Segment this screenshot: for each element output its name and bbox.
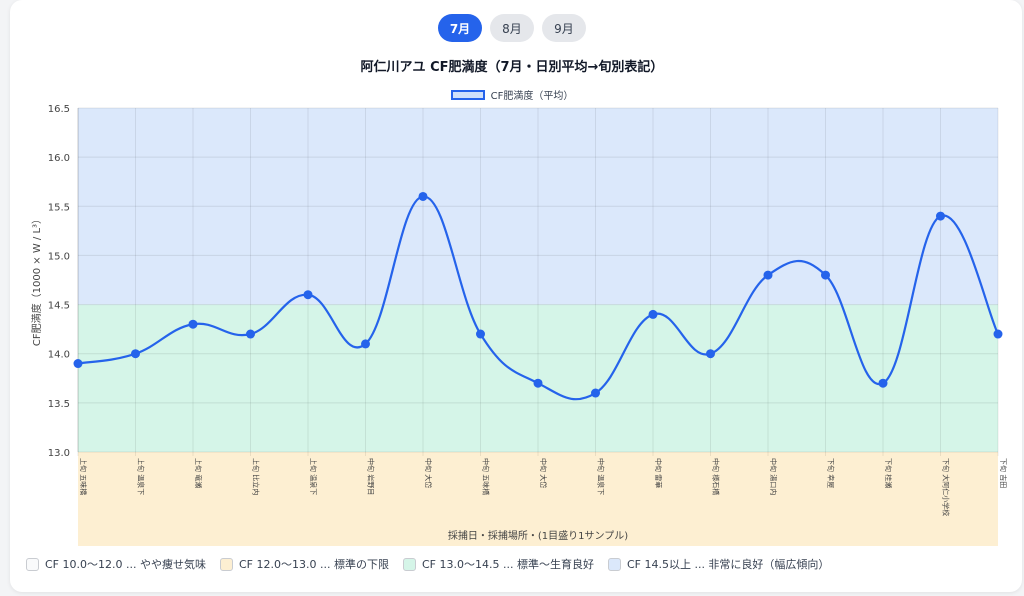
x-tick-label: 中旬 様石橋 xyxy=(712,458,721,495)
data-point[interactable] xyxy=(936,211,945,221)
data-point[interactable] xyxy=(188,319,198,329)
data-point[interactable] xyxy=(533,378,543,388)
series-swatch xyxy=(450,89,485,100)
data-point[interactable] xyxy=(706,349,715,359)
x-tick-label: 中旬 岩野目 xyxy=(367,458,376,495)
x-tick-label: 中旬 温泉下 xyxy=(597,458,606,495)
y-tick-label: 16.5 xyxy=(48,104,70,115)
y-tick-label: 15.0 xyxy=(48,251,70,262)
data-point[interactable] xyxy=(73,359,83,369)
series-legend-label: CF肥満度（平均） xyxy=(490,91,574,102)
band-label-lean: CF 10.0〜12.0 ... やや痩せ気味 xyxy=(45,558,206,571)
x-tick-label: 下旬 大阿仁小学校 xyxy=(942,458,951,516)
x-tick-label: 中旬 大岱 xyxy=(539,458,548,488)
month-tabs: 7月 8月 9月 xyxy=(0,14,1024,42)
band-excellent xyxy=(78,108,998,305)
band-legend-item-excellent: CF 14.5以上 ... 非常に良好（幅広傾向） xyxy=(607,556,830,572)
band-swatch-excellent xyxy=(607,557,621,571)
band-legend-item-good: CF 13.0〜14.5 ... 標準〜生育良好 xyxy=(402,556,594,572)
band-label-lower: CF 12.0〜13.0 ... 標準の下限 xyxy=(238,558,389,571)
tab-september[interactable]: 9月 xyxy=(542,14,586,42)
x-tick-label: 上旬 温泉下 xyxy=(137,458,146,495)
y-tick-label: 15.5 xyxy=(48,202,70,213)
x-tick-label: 中旬 五味橋 xyxy=(482,458,491,495)
band-good xyxy=(78,304,998,452)
x-tick-label: 中旬 湯口内 xyxy=(769,458,778,495)
data-point[interactable] xyxy=(878,378,888,388)
band-legend: CF 10.0〜12.0 ... やや痩せ気味 CF 12.0〜13.0 ...… xyxy=(26,556,829,572)
x-axis-title: 採捕日・採捕場所・(1目盛り1サンプル) xyxy=(448,529,628,542)
y-tick-label: 14.0 xyxy=(48,350,70,361)
band-swatch-lower xyxy=(219,557,233,571)
band-label-excellent: CF 14.5以上 ... 非常に良好（幅広傾向） xyxy=(626,558,830,571)
data-point[interactable] xyxy=(821,270,830,280)
data-point[interactable] xyxy=(591,388,600,398)
data-point[interactable] xyxy=(303,290,313,300)
x-tick-label: 下旬 幸屋 xyxy=(827,458,836,488)
data-point[interactable] xyxy=(418,191,428,201)
data-point[interactable] xyxy=(993,329,1003,339)
x-tick-label: 上旬 五味橋 xyxy=(79,458,88,495)
y-axis-title: CF肥満度（1000 × W / L³） xyxy=(30,214,43,346)
x-tick-label: 上旬 比立内 xyxy=(252,458,261,495)
data-point[interactable] xyxy=(361,339,370,349)
x-tick-label: 上旬 竜瀬 xyxy=(194,458,203,488)
x-tick-label: 下旬 吉田 xyxy=(999,458,1008,488)
data-point[interactable] xyxy=(648,309,658,319)
data-point[interactable] xyxy=(246,329,255,339)
y-tick-label: 16.0 xyxy=(48,153,70,164)
band-legend-item-lean: CF 10.0〜12.0 ... やや痩せ気味 xyxy=(26,556,206,572)
chart-title: 阿仁川アユ CF肥満度（7月・日別平均→旬別表記） xyxy=(360,60,664,75)
tab-july[interactable]: 7月 xyxy=(438,14,482,42)
x-tick-label: 上旬 温泉下 xyxy=(309,458,318,495)
data-point[interactable] xyxy=(763,270,773,280)
y-tick-label: 13.0 xyxy=(48,448,70,459)
y-tick-label: 13.5 xyxy=(48,399,70,410)
data-point[interactable] xyxy=(131,349,140,359)
series-line xyxy=(77,195,999,401)
band-legend-item-lower: CF 12.0〜13.0 ... 標準の下限 xyxy=(219,556,389,572)
x-tick-label: 中旬 大岱 xyxy=(424,458,433,488)
band-swatch-good xyxy=(402,557,416,571)
data-point[interactable] xyxy=(476,329,485,339)
y-tick-label: 14.5 xyxy=(48,301,70,312)
x-tick-label: 中旬 雷華 xyxy=(654,458,663,488)
x-tick-label: 下旬 桂瀬 xyxy=(884,458,893,488)
band-swatch-lean xyxy=(26,557,39,571)
tab-august[interactable]: 8月 xyxy=(490,14,534,42)
series-legend[interactable]: CF肥満度（平均） xyxy=(0,87,1024,102)
band-label-good: CF 13.0〜14.5 ... 標準〜生育良好 xyxy=(421,558,594,571)
band-lower xyxy=(78,452,998,546)
